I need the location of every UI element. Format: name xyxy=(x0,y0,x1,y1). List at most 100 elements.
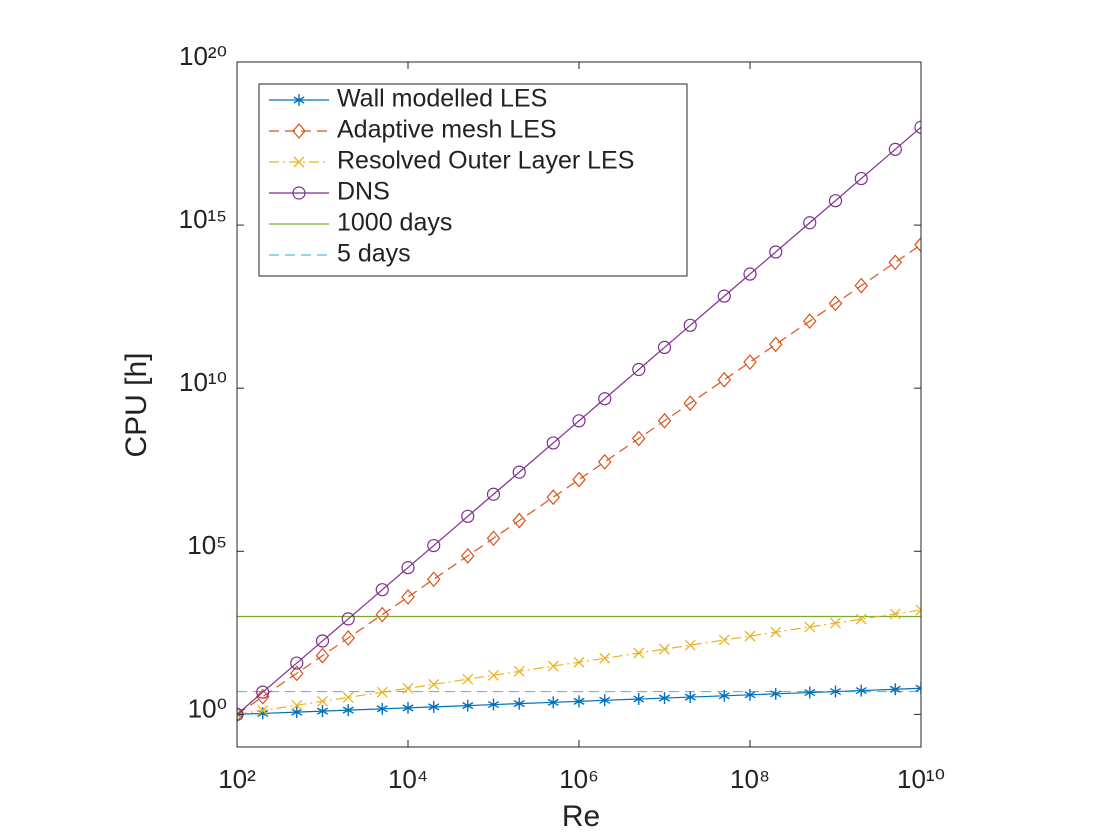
marker xyxy=(375,606,390,623)
legend-marker xyxy=(292,123,306,139)
marker xyxy=(717,289,731,303)
marker xyxy=(289,665,304,682)
marker xyxy=(683,395,698,412)
marker xyxy=(462,699,474,712)
marker xyxy=(376,702,388,715)
marker xyxy=(915,604,921,616)
marker xyxy=(889,608,901,620)
marker xyxy=(257,704,269,716)
x-tick-label: 10⁶ xyxy=(559,764,599,794)
marker xyxy=(342,704,354,717)
marker xyxy=(401,589,415,605)
legend-label: Resolved Outer Layer LES xyxy=(337,147,634,175)
marker xyxy=(426,571,441,588)
x-tick-label: 10⁴ xyxy=(388,764,428,794)
marker xyxy=(684,691,696,704)
marker xyxy=(291,699,303,711)
marker xyxy=(659,643,670,655)
marker xyxy=(770,626,782,638)
legend-label: 5 days xyxy=(337,240,411,268)
marker xyxy=(914,236,921,253)
marker xyxy=(402,682,414,694)
legend-box xyxy=(258,83,688,277)
marker xyxy=(573,695,585,708)
marker xyxy=(291,706,303,719)
marker xyxy=(546,489,561,506)
y-tick-label: 10⁰ xyxy=(188,693,227,723)
plot-layer xyxy=(237,120,921,723)
legend-marker xyxy=(293,94,305,106)
marker xyxy=(914,120,921,134)
marker xyxy=(486,530,501,547)
marker xyxy=(683,318,697,332)
marker xyxy=(547,660,559,672)
marker xyxy=(512,465,526,479)
marker xyxy=(657,340,672,355)
marker xyxy=(684,639,696,651)
x-tick-label: 10¹⁰ xyxy=(897,764,945,794)
legend-label: Adaptive mesh LES xyxy=(337,116,557,144)
marker xyxy=(658,692,671,705)
marker xyxy=(488,669,499,681)
x-tick-label: 10⁸ xyxy=(730,764,770,794)
y-axis-label: CPU [h] xyxy=(120,352,153,457)
marker xyxy=(802,313,817,330)
marker xyxy=(341,630,356,646)
y-tick-label: 10¹⁰ xyxy=(179,367,227,397)
marker xyxy=(803,216,817,230)
marker xyxy=(341,612,355,626)
legend-marker xyxy=(292,186,306,200)
marker xyxy=(317,695,328,707)
marker xyxy=(804,621,816,633)
marker xyxy=(486,487,501,501)
marker xyxy=(255,688,270,705)
marker xyxy=(546,436,560,450)
legend-label: 1000 days xyxy=(337,209,452,237)
y-tick-label: 10⁵ xyxy=(187,530,227,560)
marker xyxy=(376,686,388,698)
marker xyxy=(513,697,525,710)
marker xyxy=(657,412,672,429)
marker xyxy=(375,583,389,597)
series-line xyxy=(237,244,921,715)
marker xyxy=(547,696,559,709)
marker xyxy=(888,254,903,271)
marker xyxy=(572,471,586,488)
marker xyxy=(828,194,843,208)
marker xyxy=(462,673,474,685)
legend-label: Wall modelled LES xyxy=(337,85,547,113)
marker xyxy=(743,267,757,281)
legend-marker xyxy=(293,156,305,168)
marker xyxy=(855,613,867,625)
marker xyxy=(513,665,525,677)
marker xyxy=(769,245,783,259)
marker xyxy=(512,512,527,529)
marker xyxy=(633,693,645,706)
marker xyxy=(599,652,611,664)
marker xyxy=(889,683,901,696)
marker xyxy=(829,685,842,698)
marker xyxy=(768,336,783,353)
marker xyxy=(888,142,902,156)
marker xyxy=(315,634,330,648)
marker xyxy=(315,647,330,664)
marker xyxy=(428,700,440,713)
marker xyxy=(487,698,500,711)
marker xyxy=(599,694,611,707)
marker xyxy=(461,509,475,523)
marker xyxy=(631,430,646,447)
legend-label: DNS xyxy=(337,178,390,206)
marker xyxy=(915,682,921,695)
marker xyxy=(830,617,841,629)
marker xyxy=(633,647,645,659)
marker xyxy=(460,547,475,564)
series-line xyxy=(237,126,921,715)
marker xyxy=(744,688,756,701)
marker xyxy=(632,362,646,377)
marker xyxy=(256,685,270,699)
marker xyxy=(342,691,354,703)
y-tick-label: 10²⁰ xyxy=(179,41,227,71)
marker xyxy=(770,687,782,700)
marker xyxy=(855,684,867,697)
x-axis-label: Re xyxy=(562,800,600,833)
